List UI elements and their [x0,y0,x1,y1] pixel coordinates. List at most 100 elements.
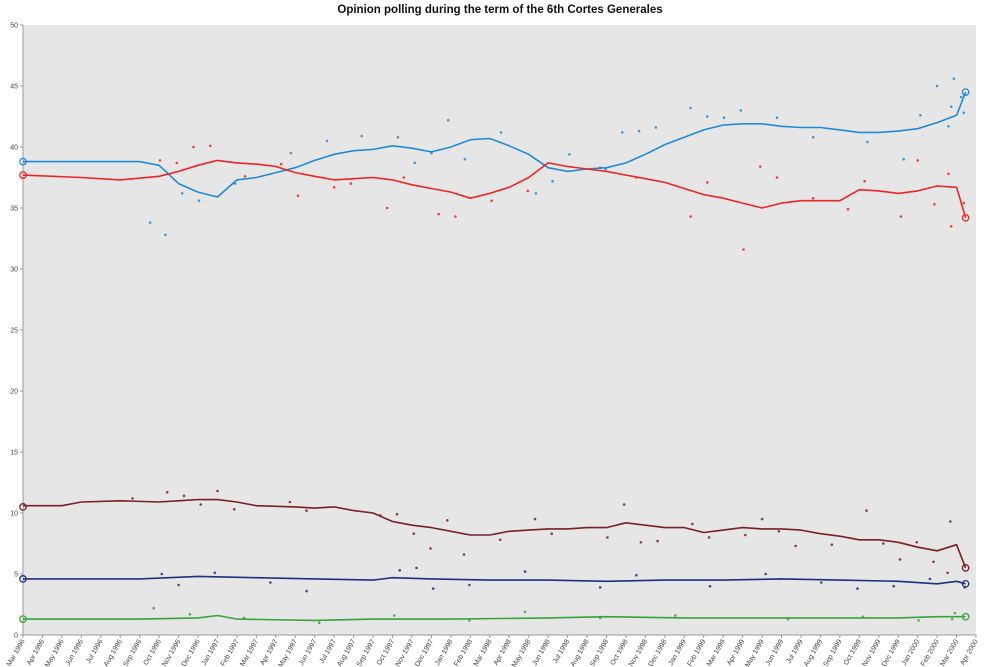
poll-point [148,221,152,224]
x-tick-label: Apr 1998 [493,638,513,666]
x-tick-label: Apr 1997 [259,638,279,666]
x-tick-label: Jul 1998 [552,638,571,665]
poll-point [820,581,823,584]
poll-point [332,186,336,189]
poll-point [395,512,399,516]
poll-points [131,77,966,625]
poll-point [431,587,435,590]
poll-point [933,203,936,206]
y-tick-label: 45 [10,84,18,91]
end-marker [961,612,970,621]
poll-point [622,503,626,506]
poll-point [950,617,954,621]
poll-point [412,532,416,535]
x-tick-label: Nov 1996 [161,638,182,667]
poll-point [526,189,530,193]
series-line-3 [23,575,966,585]
poll-point [707,536,711,539]
x-tick-label: Aug 1997 [336,638,357,667]
start-marker [19,615,27,623]
poll-point [959,95,963,99]
x-tick-label: May 1999 [744,638,765,667]
poll-point [523,570,527,573]
poll-point [656,539,659,543]
poll-point [188,613,192,616]
poll-point [216,489,219,493]
x-tick-label: Mar 1996 [6,638,27,667]
x-tick-label: Feb 2000 [920,638,941,667]
poll-point [533,517,537,521]
end-marker [961,88,970,96]
poll-point [882,542,885,545]
poll-point [775,176,779,179]
poll-point [468,619,471,622]
poll-point [209,144,212,148]
x-tick-label: Apr 2000 [959,638,979,666]
poll-point [916,159,919,162]
poll-point [446,519,449,522]
poll-point [764,572,767,576]
poll-point [777,530,781,533]
poll-point [635,573,638,577]
poll-point [568,153,571,156]
poll-point [708,584,712,588]
poll-point [691,522,694,526]
poll-point [177,583,180,587]
poll-point [947,125,950,128]
poll-point [288,500,292,504]
x-tick-label: Aug 1998 [570,638,591,667]
poll-point [811,135,815,139]
x-tick-label: Jul 1997 [319,638,338,665]
poll-point [131,497,134,500]
poll-point [243,175,247,178]
poll-point [490,199,493,202]
x-tick-label: Oct 1998 [609,638,629,666]
poll-point [902,157,905,161]
series-line-1 [22,159,967,219]
poll-point [899,215,903,218]
x-tick-label: Sep 1998 [589,638,610,667]
poll-point [499,131,503,134]
start-marker [19,503,27,511]
x-tick-label: Feb 1997 [220,638,241,667]
x-tick-label: Sep 1997 [356,638,377,667]
poll-point [462,553,466,556]
x-tick-label: Jul 1996 [85,638,104,665]
x-tick-label: Dec 1998 [648,638,669,667]
poll-point [811,196,815,200]
poll-point [949,225,953,228]
poll-point [962,111,966,115]
poll-point [739,109,743,112]
x-tick-label: Oct 1999 [843,638,863,666]
y-tick-label: 30 [10,267,18,274]
poll-point [952,77,956,80]
poll-point [865,509,868,512]
x-tick-label: Aug 1999 [803,638,824,667]
x-tick-label: May 1996 [44,638,65,667]
poll-point [393,614,396,617]
x-tick-label: Jun 1999 [765,638,786,667]
poll-point [606,536,609,539]
poll-point [413,161,417,165]
trend-lines [22,91,967,622]
poll-point [775,116,779,119]
poll-point [598,586,602,589]
poll-point [165,491,169,494]
chart-title: Opinion polling during the term of the 6… [337,4,663,16]
poll-point [919,114,922,117]
y-tick-label: 40 [10,145,18,152]
poll-point [454,215,457,218]
x-tick-label: Mar 1999 [706,638,727,667]
y-tick-label: 0 [14,633,18,640]
poll-point [160,572,164,576]
poll-point [197,199,201,202]
poll-point [744,533,747,537]
x-tick-label: Nov 1999 [861,638,882,667]
y-tick-label: 20 [10,389,18,396]
y-tick-label: 35 [10,206,18,213]
poll-point [639,541,643,544]
poll-point [534,192,538,195]
